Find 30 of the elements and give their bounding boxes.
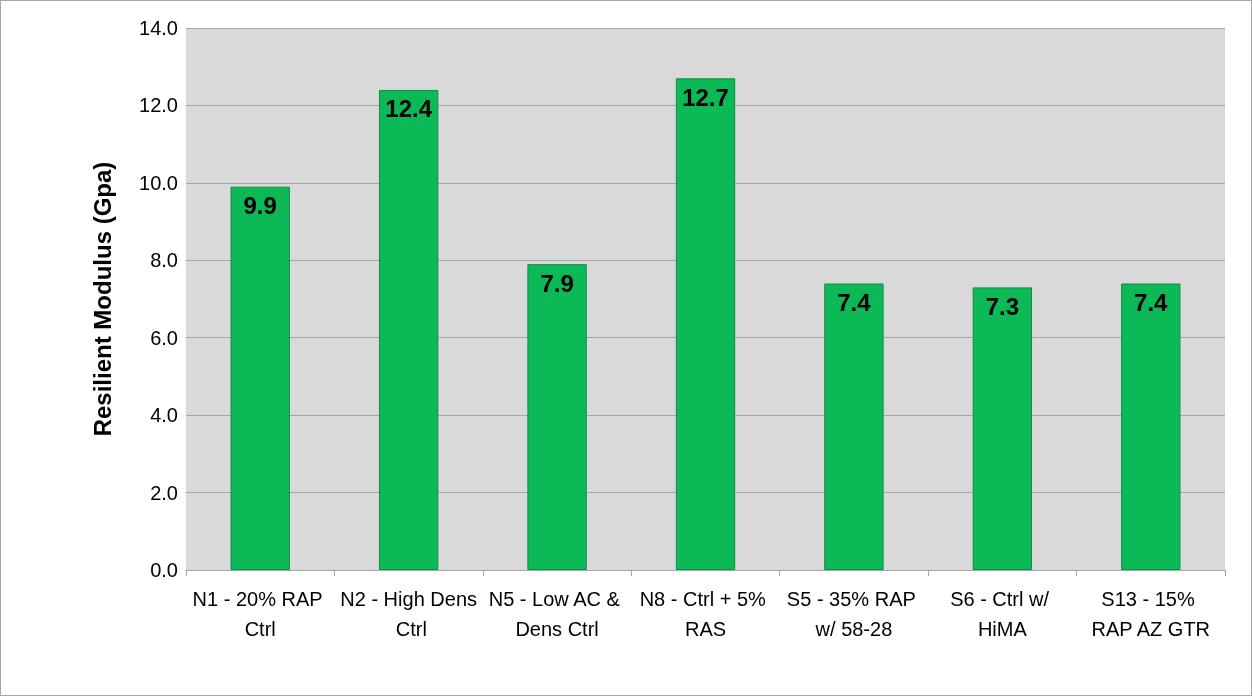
- y-axis-title: Resilient Modulus (Gpa): [88, 161, 116, 437]
- data-label: 12.4: [385, 95, 433, 123]
- y-tick-label: 4.0: [150, 404, 178, 427]
- bar: [378, 89, 439, 570]
- y-tick-label: 12.0: [139, 94, 178, 117]
- bar: [230, 186, 290, 570]
- bar: [675, 78, 736, 570]
- data-label: 9.9: [243, 192, 277, 220]
- y-tick-label: 14.0: [139, 17, 178, 39]
- y-tick-label: 8.0: [150, 249, 178, 272]
- data-label: 12.7: [682, 83, 729, 111]
- y-tick-label: 2.0: [150, 481, 178, 504]
- y-tick-label: 0.0: [150, 559, 178, 581]
- data-label: 7.4: [1134, 289, 1169, 317]
- x-tick-label: S6 - Ctrl w/ HiMA: [950, 588, 1055, 640]
- bar: [972, 287, 1033, 570]
- x-tick-label: N1 - 20% RAP Ctrl: [192, 588, 328, 640]
- x-tick-label: N8 - Ctrl + 5% RAS: [639, 588, 772, 640]
- y-tick-label: 6.0: [150, 326, 178, 349]
- x-tick-label: S5 - 35% RAP w/ 58-28: [786, 588, 921, 640]
- data-label: 7.4: [837, 289, 872, 317]
- bar: [1121, 283, 1181, 570]
- x-tick-label: S13 - 15% RAP AZ GTR: [1091, 588, 1211, 640]
- x-tick-label: N5 - Low AC & Dens Ctrl: [488, 588, 626, 640]
- data-label: 7.9: [540, 269, 574, 297]
- bar: [527, 264, 587, 570]
- bar: [824, 283, 884, 570]
- y-tick-label: 10.0: [139, 171, 178, 194]
- data-label: 7.3: [985, 292, 1020, 320]
- x-tick-label: N2 - High Dens Ctrl: [340, 588, 477, 640]
